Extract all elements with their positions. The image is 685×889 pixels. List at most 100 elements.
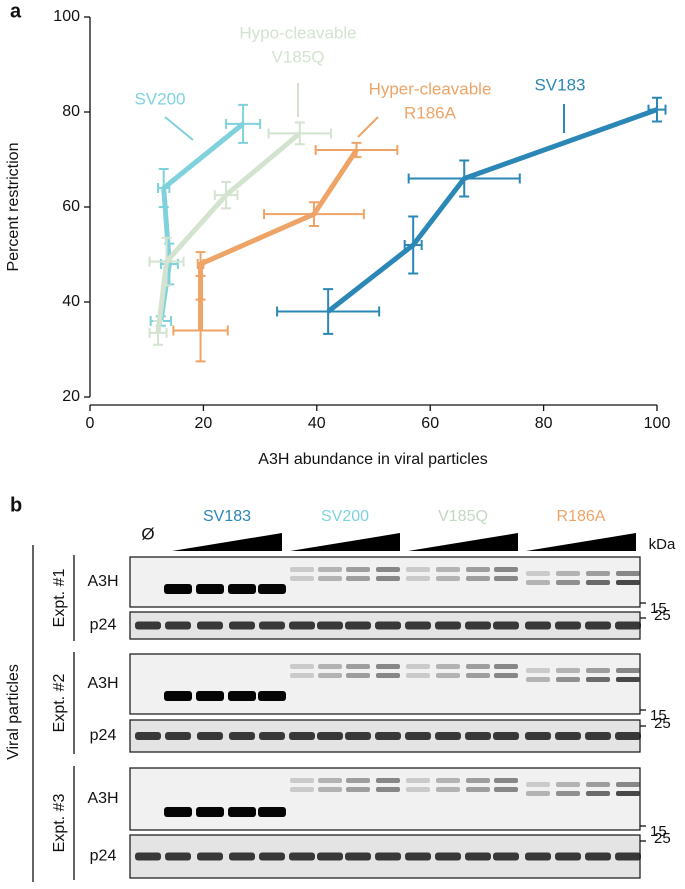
- band: [290, 778, 314, 783]
- band: [165, 732, 191, 740]
- band: [164, 807, 192, 817]
- marker-label: 25: [654, 715, 671, 732]
- band: [556, 580, 580, 585]
- callout-line: [357, 116, 379, 138]
- dose-triangle: [172, 533, 282, 551]
- band: [318, 787, 342, 792]
- band: [616, 677, 640, 682]
- x-tick-label: 0: [86, 415, 95, 432]
- band: [376, 567, 400, 572]
- band: [376, 778, 400, 783]
- series-label: V185Q: [272, 47, 325, 66]
- band: [494, 567, 518, 572]
- band: [405, 852, 431, 861]
- series-label: SV183: [534, 75, 585, 94]
- x-tick-label: 80: [535, 415, 553, 432]
- band: [258, 584, 286, 594]
- band: [526, 571, 550, 576]
- row-label: A3H: [87, 790, 118, 807]
- band: [466, 787, 490, 792]
- band: [556, 791, 580, 796]
- band: [376, 576, 400, 581]
- band: [346, 567, 370, 572]
- expt-label: Expt. #1: [51, 569, 68, 628]
- expt-label: Expt. #2: [51, 674, 68, 733]
- band: [585, 732, 611, 740]
- band: [526, 791, 550, 796]
- row-label: p24: [90, 848, 117, 865]
- band: [436, 664, 460, 669]
- band: [405, 621, 431, 630]
- series-label: R186A: [404, 103, 457, 122]
- band: [586, 668, 610, 673]
- band: [197, 621, 223, 630]
- band: [494, 778, 518, 783]
- band: [586, 580, 610, 585]
- band: [615, 852, 641, 861]
- band: [318, 673, 342, 678]
- row-label: A3H: [87, 573, 118, 590]
- band: [494, 787, 518, 792]
- series-line: [198, 148, 359, 331]
- band: [164, 691, 192, 701]
- y-tick-label: 100: [53, 8, 80, 25]
- marker-label: 15: [650, 707, 667, 724]
- band: [259, 852, 285, 861]
- band: [556, 571, 580, 576]
- row-label: p24: [90, 727, 117, 744]
- band: [585, 852, 611, 861]
- band: [376, 673, 400, 678]
- band: [406, 664, 430, 669]
- band: [259, 621, 285, 630]
- band: [318, 576, 342, 581]
- band: [526, 782, 550, 787]
- band: [494, 664, 518, 669]
- group-label: R186A: [557, 508, 606, 525]
- band: [616, 571, 640, 576]
- marker-label: 25: [654, 830, 671, 847]
- band: [494, 673, 518, 678]
- band: [435, 621, 461, 630]
- band: [526, 677, 550, 682]
- band: [526, 580, 550, 585]
- band: [585, 621, 611, 630]
- band: [555, 732, 581, 740]
- expt-label: Expt. #3: [51, 794, 68, 853]
- band: [375, 732, 401, 740]
- dose-triangle: [408, 533, 518, 551]
- marker-label: 15: [650, 600, 667, 617]
- band: [164, 584, 192, 594]
- band: [346, 673, 370, 678]
- group-label: SV200: [321, 508, 369, 525]
- band: [197, 732, 223, 740]
- band: [525, 732, 551, 740]
- band: [616, 782, 640, 787]
- marker-label: 25: [654, 607, 671, 624]
- x-tick-label: 60: [421, 415, 439, 432]
- blot-panel: [129, 767, 641, 831]
- band: [289, 621, 315, 630]
- band: [135, 732, 161, 740]
- band: [345, 621, 371, 630]
- marker-label: 15: [650, 823, 667, 840]
- band: [466, 576, 490, 581]
- band: [555, 621, 581, 630]
- row-label: A3H: [87, 675, 118, 692]
- dose-triangle: [526, 533, 636, 551]
- band: [406, 567, 430, 572]
- band: [318, 778, 342, 783]
- panel-label: b: [10, 494, 22, 516]
- band: [289, 852, 315, 861]
- band: [556, 782, 580, 787]
- series-line: [155, 131, 302, 334]
- group-label: SV183: [203, 508, 251, 525]
- band: [229, 852, 255, 861]
- band: [406, 673, 430, 678]
- x-tick-label: 100: [644, 415, 671, 432]
- row-label: p24: [90, 617, 117, 634]
- band: [556, 668, 580, 673]
- band: [375, 621, 401, 630]
- band: [466, 778, 490, 783]
- band: [525, 621, 551, 630]
- series-line: [326, 107, 658, 314]
